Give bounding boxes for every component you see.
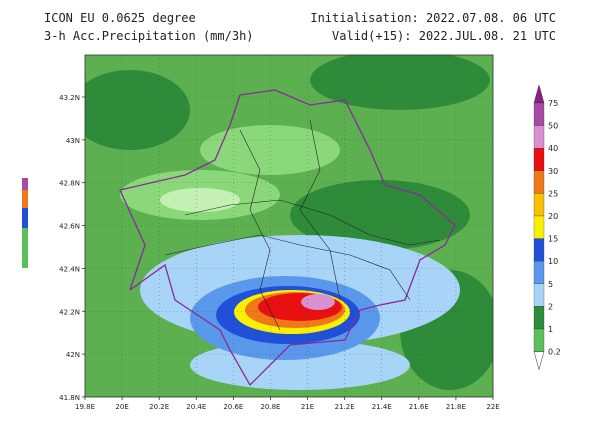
colorbar-segment [533,215,545,239]
x-tick-label: 19.8E [75,403,95,411]
field-area [301,294,335,310]
x-tick-label: 21.4E [372,403,392,411]
y-tick-label: 42.8N [59,180,80,188]
district-line [239,129,281,331]
x-tick-label: 20E [115,403,128,411]
mini-swatch [22,228,28,268]
y-tick-label: 42.6N [59,223,80,231]
precip-field [85,55,493,397]
colorbar-segment [533,102,545,126]
border [119,89,456,387]
mini-legend [22,178,28,268]
x-tick-label: 21.8E [446,403,466,411]
field-title: 3-h Acc.Precipitation (mm/3h) [44,29,254,43]
valid-time: Valid(+15): 2022.JUL.08. 21 UTC [332,29,556,43]
colorbar-label: 75 [548,99,558,108]
y-tick-label: 42N [66,351,80,359]
y-tick-label: 42.2N [59,308,80,316]
x-tick-label: 20.4E [186,403,206,411]
x-tick-label: 20.6E [223,403,243,411]
colorbar-segment [533,125,545,149]
x-tick-label: 21.6E [409,403,429,411]
y-tick-label: 42.4N [59,265,80,273]
model-title: ICON EU 0.0625 degree [44,11,196,25]
x-tick-label: 20.2E [149,403,169,411]
colorbar-segment [533,148,545,171]
y-tick-label: 43.2N [59,94,80,102]
district-line [299,119,341,301]
colorbar-label: 40 [548,144,558,153]
init-time: Initialisation: 2022.07.08. 06 UTC [310,11,556,25]
colorbar-label: 20 [548,212,558,221]
colorbar-label: 1 [548,325,553,334]
x-tick-label: 20.8E [260,403,280,411]
colorbar-segment [533,328,545,352]
colorbar-label: 50 [548,122,558,131]
field-area [85,70,190,150]
x-tick-label: 21E [301,403,314,411]
field-area [200,125,340,175]
colorbar-label: 25 [548,189,558,198]
mini-swatch [22,178,28,190]
colorbar-segment [533,283,545,307]
mini-swatch [22,208,28,228]
field-area [290,180,470,250]
field-area [310,55,490,110]
colorbar-label: 2 [548,302,553,311]
colorbar-segment [533,170,545,194]
mini-swatch [22,190,28,208]
colorbar-label: 5 [548,280,553,289]
colorbar-segment [533,261,545,284]
y-tick-label: 43N [66,137,80,145]
district-line [164,234,411,301]
colorbar-label: 10 [548,257,558,266]
colorbar-segment [533,193,545,217]
x-tick-label: 22E [486,403,499,411]
x-tick-label: 21.2E [335,403,355,411]
colorbar-label: 30 [548,167,558,176]
district-line [184,199,441,246]
y-tick-label: 41.8N [59,394,80,402]
colorbar-label: 15 [548,235,558,244]
colorbar-label: 0.2 [548,348,561,357]
field-area [160,188,240,212]
colorbar-cap [533,84,545,104]
colorbar-segment [533,238,545,262]
colorbar-segment [533,306,545,330]
colorbar-cap [533,351,545,371]
